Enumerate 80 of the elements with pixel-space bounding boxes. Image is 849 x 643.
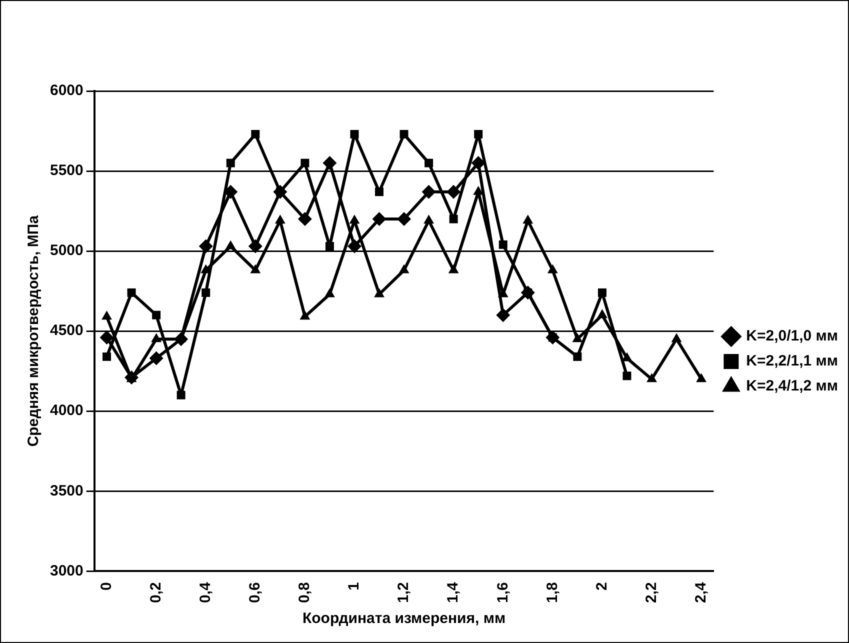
x-tick-label: 0,8 xyxy=(296,582,314,604)
point xyxy=(424,214,434,224)
y-tick-label: 4500 xyxy=(50,322,84,340)
point xyxy=(100,330,114,344)
point xyxy=(622,352,632,362)
point xyxy=(547,264,558,274)
point xyxy=(397,212,412,226)
point xyxy=(322,156,337,170)
x-tick-label: 0,2 xyxy=(147,582,164,604)
point xyxy=(149,351,164,366)
point xyxy=(298,212,312,226)
point xyxy=(198,239,213,254)
legend-label: K=2,4/1,2 мм xyxy=(746,378,838,395)
y-tick-label: 5000 xyxy=(50,242,84,260)
point xyxy=(520,286,535,300)
y-tick-label: 3500 xyxy=(50,482,84,500)
x-tick-label: 1,8 xyxy=(544,582,561,604)
legend-label: K=2,2/1,1 мм xyxy=(746,352,838,370)
y-tick-label: 6000 xyxy=(50,82,84,100)
x-tick-label: 2,2 xyxy=(642,582,660,604)
point xyxy=(496,308,510,322)
point xyxy=(522,214,534,224)
point xyxy=(324,288,335,298)
point xyxy=(424,158,434,168)
point xyxy=(325,242,334,250)
x-tick-label: 1,2 xyxy=(395,582,412,604)
point xyxy=(174,332,188,346)
point xyxy=(152,310,161,320)
point xyxy=(597,309,608,318)
point xyxy=(300,310,310,320)
point xyxy=(400,130,408,138)
x-tick-label: 2 xyxy=(593,582,610,590)
point xyxy=(498,240,508,249)
point xyxy=(474,130,483,138)
point xyxy=(248,239,262,254)
point xyxy=(646,373,657,382)
y-tick-label: 5500 xyxy=(50,162,84,180)
point xyxy=(274,214,286,224)
legend-label: K=2,0/1,0 мм xyxy=(746,328,838,345)
point xyxy=(300,158,310,168)
x-tick-label: 2,4 xyxy=(692,582,710,604)
point xyxy=(471,156,486,170)
point xyxy=(176,390,186,400)
point xyxy=(127,288,136,297)
y-axis-title: Средняя микротвердость, МПа xyxy=(25,214,42,447)
point xyxy=(622,372,632,380)
point xyxy=(573,352,582,361)
point xyxy=(372,212,386,226)
point xyxy=(598,288,606,297)
point xyxy=(572,333,583,342)
point xyxy=(422,184,436,199)
point xyxy=(671,333,682,342)
point xyxy=(449,214,458,224)
x-tick-label: 0 xyxy=(98,582,115,590)
point xyxy=(349,214,360,224)
point xyxy=(102,310,112,320)
point xyxy=(202,288,210,297)
y-tick-label: 4000 xyxy=(50,402,84,420)
point xyxy=(350,130,359,138)
x-axis-title: Координата измерения, мм xyxy=(302,610,506,628)
point xyxy=(375,188,384,196)
point xyxy=(446,184,461,199)
point xyxy=(151,333,162,342)
point xyxy=(398,264,410,274)
point xyxy=(250,264,261,274)
point xyxy=(225,240,236,250)
point xyxy=(374,288,384,298)
x-tick-label: 0,4 xyxy=(196,582,214,604)
point xyxy=(224,184,238,199)
point xyxy=(251,130,260,138)
y-tick-label: 3000 xyxy=(50,562,84,580)
x-tick-label: 0,6 xyxy=(246,582,264,604)
x-tick-label: 1,4 xyxy=(444,582,462,604)
point xyxy=(448,264,459,274)
point xyxy=(226,158,235,168)
point xyxy=(696,373,706,382)
point xyxy=(347,239,362,254)
x-tick-label: 1 xyxy=(346,582,363,590)
point xyxy=(102,352,111,361)
x-tick-label: 1,6 xyxy=(494,582,512,604)
